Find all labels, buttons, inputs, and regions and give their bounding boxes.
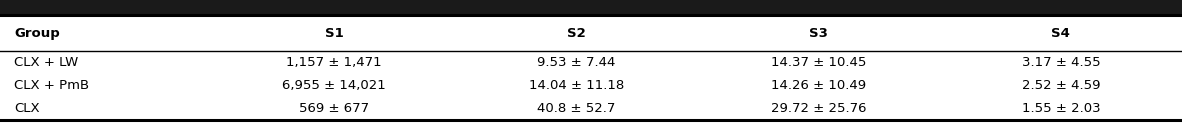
Text: 40.8 ± 52.7: 40.8 ± 52.7 xyxy=(537,102,616,115)
Text: CLX + LW: CLX + LW xyxy=(14,56,78,69)
Text: S2: S2 xyxy=(567,27,585,40)
Text: 569 ± 677: 569 ± 677 xyxy=(299,102,369,115)
Text: 29.72 ± 25.76: 29.72 ± 25.76 xyxy=(771,102,866,115)
Text: 14.04 ± 11.18: 14.04 ± 11.18 xyxy=(528,79,624,92)
Text: 6,955 ± 14,021: 6,955 ± 14,021 xyxy=(282,79,385,92)
Text: Group: Group xyxy=(14,27,60,40)
Text: 14.37 ± 10.45: 14.37 ± 10.45 xyxy=(771,56,866,69)
Text: 1,157 ± 1,471: 1,157 ± 1,471 xyxy=(286,56,382,69)
Text: 3.17 ± 4.55: 3.17 ± 4.55 xyxy=(1021,56,1100,69)
Text: 9.53 ± 7.44: 9.53 ± 7.44 xyxy=(537,56,616,69)
Text: 2.52 ± 4.59: 2.52 ± 4.59 xyxy=(1021,79,1100,92)
Text: S1: S1 xyxy=(325,27,343,40)
Text: CLX: CLX xyxy=(14,102,40,115)
Text: 14.26 ± 10.49: 14.26 ± 10.49 xyxy=(771,79,866,92)
Text: CLX + PmB: CLX + PmB xyxy=(14,79,90,92)
Text: S4: S4 xyxy=(1052,27,1070,40)
Text: 1.55 ± 2.03: 1.55 ± 2.03 xyxy=(1021,102,1100,115)
Text: S3: S3 xyxy=(810,27,827,40)
Bar xyxy=(0,0,1182,15)
